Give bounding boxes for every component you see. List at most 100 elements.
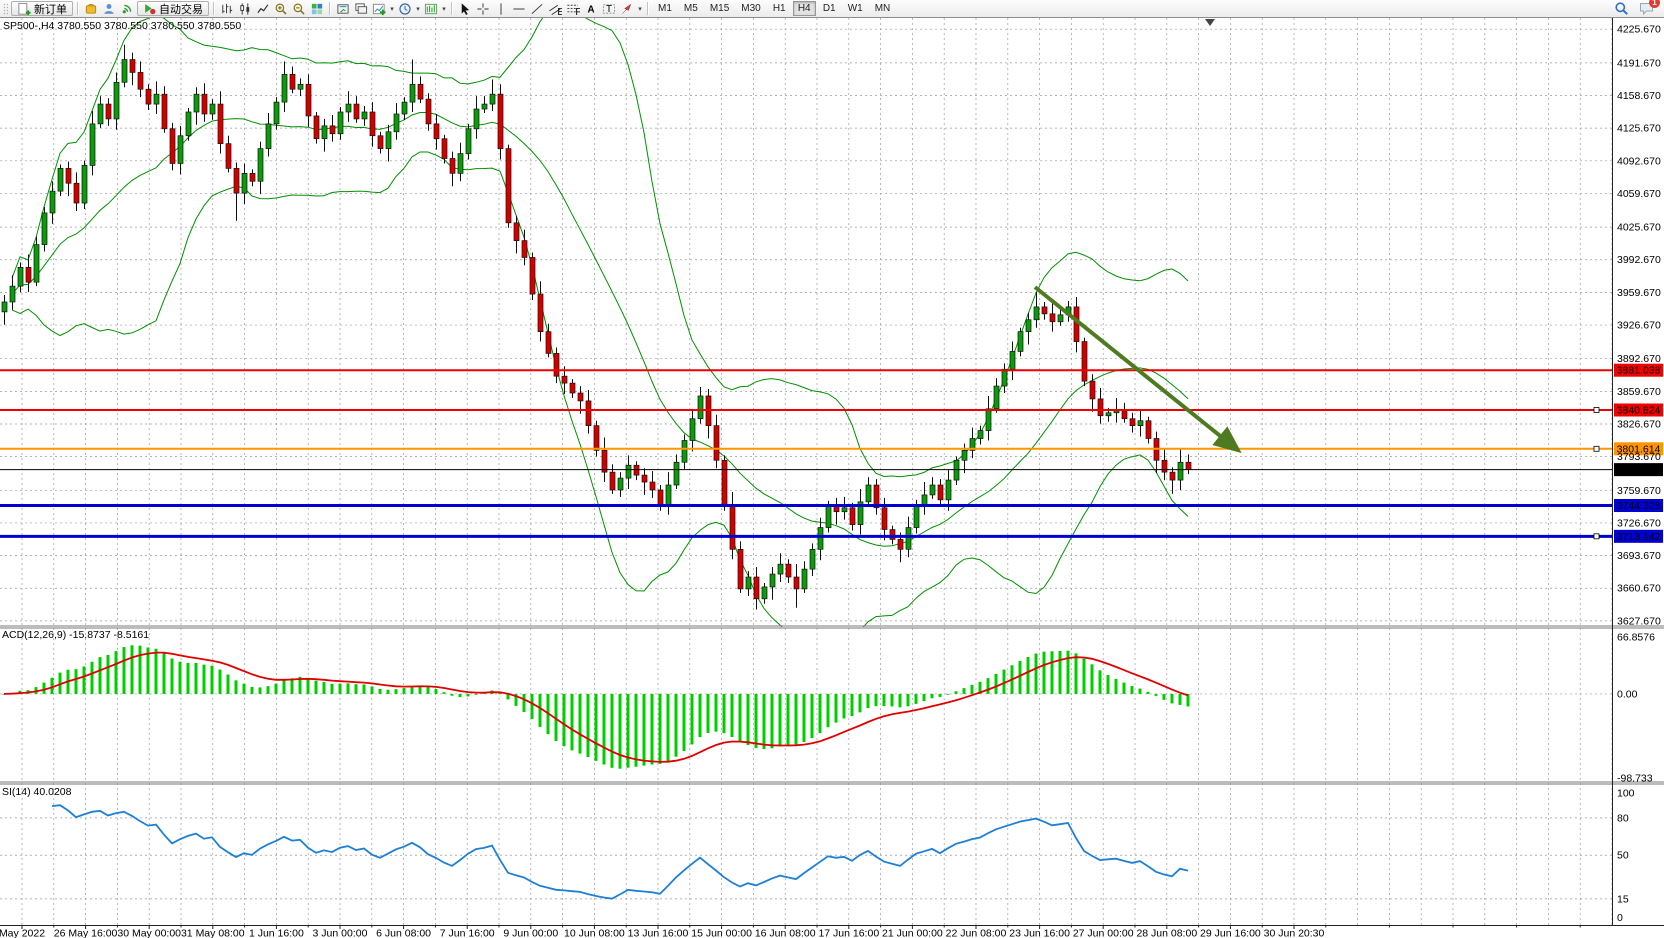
macd-histogram-bar (586, 693, 590, 758)
template-icon[interactable] (422, 1, 440, 16)
notifications-chat-icon[interactable]: 1 (1639, 0, 1660, 16)
candle (1025, 319, 1032, 333)
macd-histogram-bar (898, 693, 902, 708)
macd-histogram-bar (1002, 669, 1006, 694)
macd-histogram-bar (410, 686, 414, 694)
timeframe-button-m5[interactable]: M5 (679, 1, 703, 16)
macd-histogram-bar (450, 693, 454, 696)
text-icon[interactable]: A (582, 1, 600, 16)
timeframe-button-w1[interactable]: W1 (843, 1, 868, 16)
price-axis[interactable]: 4225.670 4191.670 4158.670 4125.670 4092.670… (1612, 17, 1664, 925)
timeframe-button-m1[interactable]: M1 (653, 1, 677, 16)
tile-windows-icon[interactable] (308, 1, 326, 16)
candle (1, 301, 8, 313)
chart-shift-marker[interactable] (1205, 19, 1215, 26)
macd-histogram-bar (978, 681, 982, 694)
macd-histogram-bar (1042, 651, 1046, 694)
zoom-out-icon[interactable] (290, 1, 308, 16)
macd-histogram-bar (194, 662, 198, 694)
toolbar-grip[interactable] (3, 2, 8, 15)
price-axis-label: 4158.670 (1617, 90, 1661, 102)
macd-histogram-bar (906, 693, 910, 707)
macd-histogram-bar (426, 686, 430, 694)
community-icon[interactable] (100, 1, 118, 16)
macd-histogram-bar (818, 693, 822, 734)
cascade-windows-icon[interactable] (352, 1, 370, 16)
price-lines[interactable]: 3881.038 3840.824 3801.614 3780.550 3744.308… (0, 363, 1663, 543)
time-axis-label: 21 Jun 00:00 (882, 928, 943, 938)
line-chart-icon[interactable] (254, 1, 272, 16)
candle (673, 461, 680, 486)
period-caret[interactable]: ▾ (416, 5, 420, 13)
candle (1121, 410, 1128, 420)
candle (89, 123, 96, 166)
candle (809, 548, 816, 570)
macd-histogram-bar (698, 693, 702, 738)
vertical-line-icon[interactable] (492, 1, 510, 16)
candle (225, 143, 232, 169)
arrows-shapes-icon[interactable] (618, 1, 636, 16)
auto-trading-button[interactable]: 自动交易 (137, 1, 209, 16)
horizontal-line-icon[interactable] (510, 1, 528, 16)
trendline-icon[interactable] (528, 1, 546, 16)
candle (457, 153, 464, 174)
macd-histogram-bar (634, 693, 638, 767)
new-order-button[interactable]: 新订单 (11, 1, 73, 16)
price-line-handle[interactable] (1593, 533, 1600, 540)
macd-histogram-bar (554, 693, 558, 741)
add-indicator-caret[interactable]: ▾ (390, 5, 394, 13)
text-label-icon[interactable]: T (600, 1, 618, 16)
candle (841, 507, 848, 513)
macd-histogram-bar (226, 674, 230, 694)
timeframe-button-m30[interactable]: M30 (736, 1, 765, 16)
macd-histogram-bar (946, 693, 950, 695)
add-indicator-icon[interactable] (370, 1, 388, 16)
trend-arrow[interactable] (1033, 285, 1242, 454)
candle (889, 529, 896, 540)
fibonacci-icon[interactable]: F (564, 1, 582, 16)
price-line-handle[interactable] (1593, 407, 1600, 413)
macd-histogram-bar (1106, 675, 1110, 694)
profile-icon[interactable] (82, 1, 100, 16)
candle (513, 222, 520, 241)
macd-histogram-bar (930, 693, 934, 699)
timeframe-button-mn[interactable]: MN (870, 1, 896, 16)
signals-icon[interactable] (118, 1, 136, 16)
candle (873, 484, 880, 509)
time-axis-label: 1 Jun 16:00 (249, 928, 304, 938)
price-line-handle[interactable] (1593, 445, 1600, 452)
time-axis-label: 13 Jun 16:00 (628, 928, 689, 938)
timeframe-button-d1[interactable]: D1 (818, 1, 841, 16)
price-axis-label: 3726.670 (1617, 517, 1661, 529)
candlestick-chart-icon[interactable] (236, 1, 254, 16)
price-axis-label: 3693.670 (1617, 550, 1661, 562)
candle (633, 464, 640, 476)
macd-histogram-bar (610, 693, 614, 768)
crosshair-icon[interactable] (474, 1, 492, 16)
timeframe-button-h4[interactable]: H4 (792, 1, 816, 16)
macd-histogram-bar (1066, 650, 1070, 694)
macd-histogram-bar (530, 693, 534, 720)
search-icon[interactable] (1612, 1, 1630, 16)
arrows-shapes-caret[interactable]: ▾ (638, 5, 642, 13)
timeframe-button-m15[interactable]: M15 (705, 1, 734, 16)
template-caret[interactable]: ▾ (442, 5, 446, 13)
zoom-in-icon[interactable] (272, 1, 290, 16)
candle (361, 111, 368, 120)
candle (665, 484, 672, 506)
arrange-windows-icon[interactable] (334, 1, 352, 16)
separator (213, 2, 215, 15)
bar-chart-icon[interactable] (218, 1, 236, 16)
candle (145, 88, 152, 105)
rsi-line (51, 804, 1189, 900)
equidistant-channel-icon[interactable]: E (546, 1, 564, 16)
timeframe-button-h1[interactable]: H1 (768, 1, 791, 16)
time-axis[interactable]: May 2022 26 May 16:00 30 May 00:00 31 May 0… (0, 925, 1664, 938)
price-axis-label: 4092.670 (1617, 155, 1661, 167)
period-clock-icon[interactable] (396, 1, 414, 16)
macd-histogram-bar (938, 693, 942, 697)
cursor-icon[interactable] (456, 1, 474, 16)
macd-histogram-bar (538, 693, 542, 727)
